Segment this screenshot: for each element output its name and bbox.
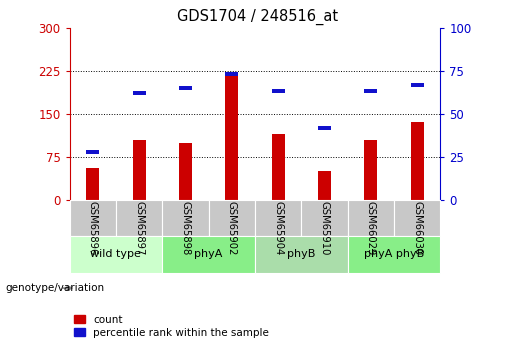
Bar bbox=[410, 82, 424, 87]
Bar bbox=[255, 236, 348, 273]
Bar bbox=[70, 200, 116, 236]
Bar bbox=[225, 72, 238, 76]
Bar bbox=[162, 236, 255, 273]
Bar bbox=[348, 236, 440, 273]
Bar bbox=[132, 91, 146, 95]
Bar bbox=[179, 86, 192, 90]
Bar bbox=[86, 150, 99, 154]
Text: wild type: wild type bbox=[91, 249, 141, 259]
Bar bbox=[70, 236, 162, 273]
Bar bbox=[116, 200, 162, 236]
Bar bbox=[209, 200, 255, 236]
Bar bbox=[255, 200, 301, 236]
Bar bbox=[364, 140, 377, 200]
Text: GSM66029: GSM66029 bbox=[366, 201, 376, 256]
Bar bbox=[162, 200, 209, 236]
Text: genotype/variation: genotype/variation bbox=[5, 283, 104, 293]
Bar bbox=[132, 140, 146, 200]
Text: GSM65896: GSM65896 bbox=[88, 201, 98, 256]
Text: phyB: phyB bbox=[287, 249, 316, 259]
Bar bbox=[86, 168, 99, 200]
Bar bbox=[318, 171, 331, 200]
Bar bbox=[348, 200, 394, 236]
Bar bbox=[225, 72, 238, 200]
Bar bbox=[364, 89, 377, 93]
Text: GSM65910: GSM65910 bbox=[319, 201, 330, 256]
Bar bbox=[301, 200, 348, 236]
Text: GSM65898: GSM65898 bbox=[180, 201, 191, 255]
Legend: count, percentile rank within the sample: count, percentile rank within the sample bbox=[72, 313, 271, 340]
Text: GDS1704 / 248516_at: GDS1704 / 248516_at bbox=[177, 9, 338, 25]
Text: GSM65904: GSM65904 bbox=[273, 201, 283, 255]
Bar bbox=[271, 89, 285, 93]
Text: GSM65902: GSM65902 bbox=[227, 201, 237, 256]
Bar bbox=[179, 142, 192, 200]
Text: GSM66030: GSM66030 bbox=[412, 201, 422, 255]
Bar bbox=[394, 200, 440, 236]
Text: GSM65897: GSM65897 bbox=[134, 201, 144, 256]
Bar bbox=[271, 134, 285, 200]
Bar bbox=[318, 126, 331, 130]
Bar bbox=[410, 122, 424, 200]
Text: phyA phyB: phyA phyB bbox=[364, 249, 424, 259]
Text: phyA: phyA bbox=[194, 249, 223, 259]
